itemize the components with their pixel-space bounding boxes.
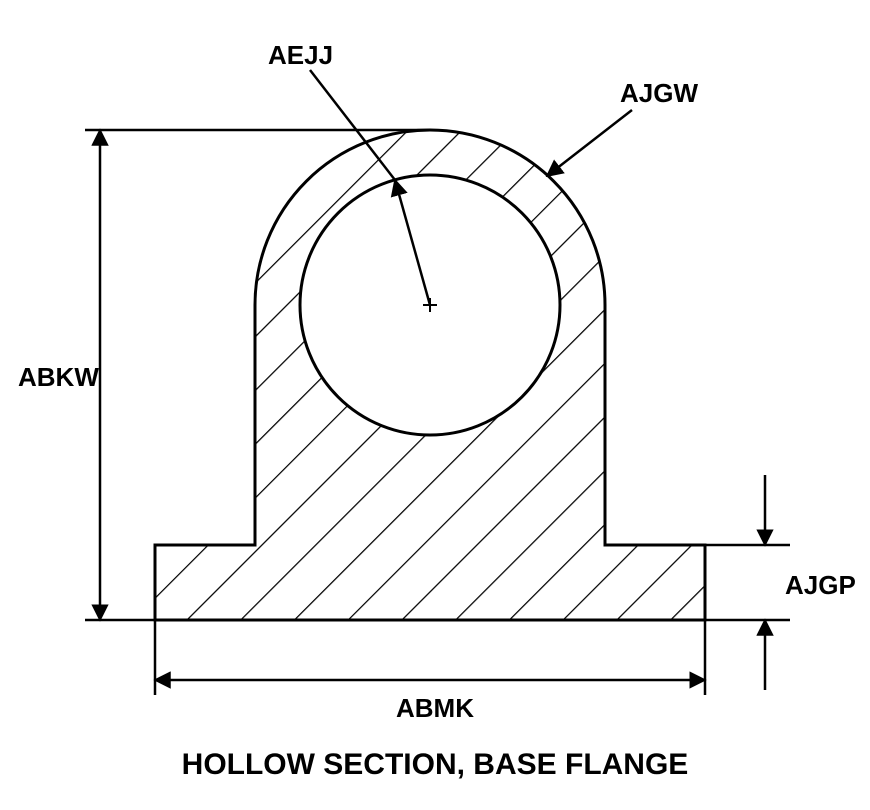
label-aejj: AEJJ: [268, 40, 333, 71]
label-ajgp: AJGP: [785, 570, 856, 601]
diagram-canvas: [0, 0, 870, 810]
ajgp-dimension: [705, 475, 790, 690]
ajgw-leader: [547, 110, 632, 176]
label-ajgw: AJGW: [620, 78, 698, 109]
label-abkw: ABKW: [18, 362, 99, 393]
abmk-dimension: [155, 620, 705, 695]
label-abmk: ABMK: [390, 693, 480, 724]
diagram-title: HOLLOW SECTION, BASE FLANGE: [0, 748, 870, 782]
